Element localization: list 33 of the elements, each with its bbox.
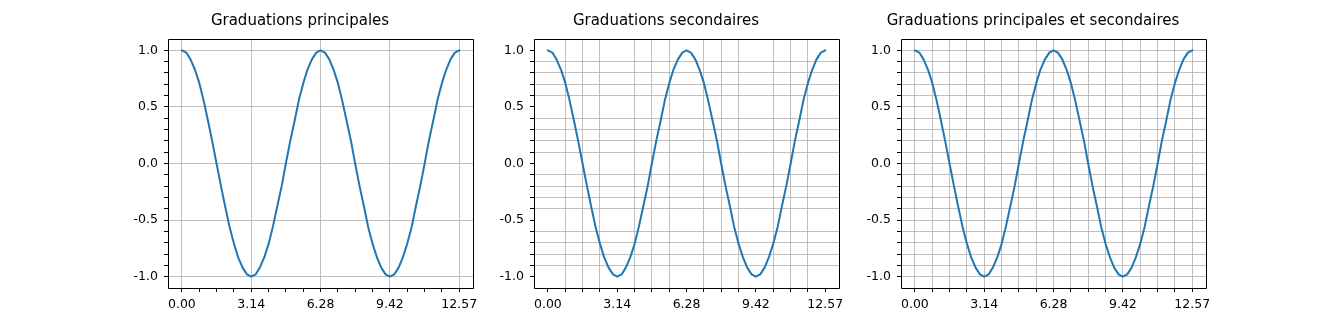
y-tick-label: 0.5 — [504, 98, 524, 114]
y-tick-label: 0.0 — [871, 154, 892, 170]
y-tick-label: -0.5 — [866, 211, 891, 227]
x-tick-label: 9.42 — [1108, 295, 1137, 311]
x-tick-label: 9.42 — [741, 295, 770, 311]
x-tick-label: 3.14 — [237, 295, 266, 311]
x-tick-label: 3.14 — [970, 295, 999, 311]
y-tick-label: 0.0 — [138, 154, 159, 170]
chart-title: Graduations principales et secondaires — [886, 10, 1180, 29]
x-tick-label: 6.28 — [1039, 295, 1068, 311]
x-tick-label: 12.57 — [807, 295, 844, 311]
x-tick-label: 6.28 — [672, 295, 701, 311]
y-tick-label: -0.5 — [499, 211, 524, 227]
y-tick-label: 0.5 — [871, 98, 891, 114]
y-tick-label: 0.5 — [138, 98, 158, 114]
x-tick-label: 3.14 — [603, 295, 632, 311]
chart-title: Graduations principales — [210, 10, 390, 29]
x-tick-label: 12.57 — [441, 295, 478, 311]
y-tick-label: -1.0 — [133, 267, 159, 283]
y-tick-label: 0.0 — [504, 154, 525, 170]
y-tick-label: 1.0 — [871, 41, 892, 57]
x-tick-label: 12.57 — [1174, 295, 1211, 311]
y-tick-label: 1.0 — [504, 41, 525, 57]
x-tick-label: 6.28 — [306, 295, 335, 311]
y-tick-label: 1.0 — [138, 41, 159, 57]
y-tick-label: -1.0 — [499, 267, 525, 283]
x-tick-label: 0.00 — [533, 295, 562, 311]
x-tick-label: 0.00 — [167, 295, 196, 311]
chart-title: Graduations secondaires — [572, 10, 760, 29]
x-tick-label: 0.00 — [900, 295, 929, 311]
y-tick-label: -1.0 — [866, 267, 892, 283]
x-tick-label: 9.42 — [375, 295, 404, 311]
y-tick-label: -0.5 — [133, 211, 158, 227]
